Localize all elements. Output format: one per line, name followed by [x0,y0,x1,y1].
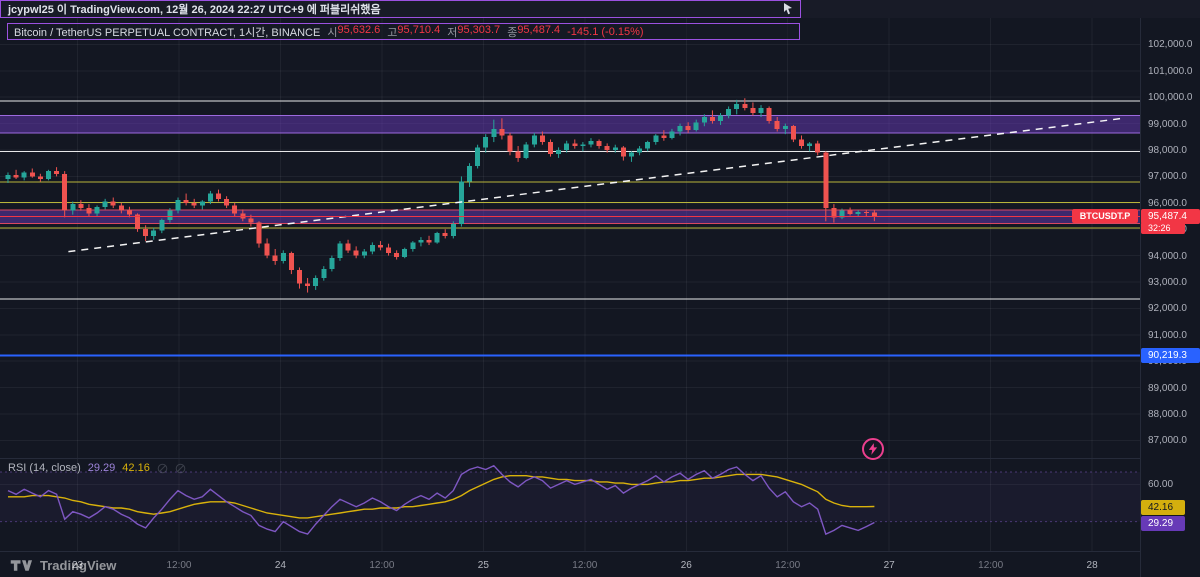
rsi-current-value: 29.29 [87,462,116,474]
rsi-legend[interactable]: RSI (14, close) 29.29 42.16 [8,462,186,474]
time-axis[interactable]: 23 12:00 24 12:00 25 12:00 26 12:00 27 12:00 28 [0,551,1140,577]
close-label: 종 [507,26,518,39]
rsi-plot [0,464,1140,536]
time-tick-label: 27 [883,560,895,571]
time-tick-label: 12:00 [775,560,801,571]
rsi-ma-value: 42.16 [122,462,150,474]
price-tick-label: 93,000.0 [1148,276,1187,288]
price-tick-label: 88,000.0 [1148,408,1187,420]
time-tick-label: 28 [1086,560,1098,571]
publish-notice: jcypwl25 이 TradingView.com, 12월 26, 2024… [0,0,801,18]
lightning-icon [868,443,878,455]
time-tick-label: 12:00 [978,560,1004,571]
candlestick-series [5,98,877,293]
price-tick-label: 96,000.0 [1148,197,1187,209]
time-tick-label: 12:00 [369,560,395,571]
cursor-icon [784,3,792,15]
high-label: 고 [387,26,398,39]
symbol-legend[interactable]: Bitcoin / TetherUS PERPETUAL CONTRACT, 1… [7,23,800,40]
price-axis[interactable]: 102,000.0 101,000.0 100,000.0 99,000.0 98,00… [1140,0,1200,577]
watermark-text: TradingView [40,558,117,573]
publish-text: jcypwl25 이 TradingView.com, 12월 26, 2024… [8,4,381,16]
grid-layer [0,18,1140,551]
symbol-price-badge: BTCUSDT.P [1072,209,1138,224]
time-tick-label: 12:00 [572,560,598,571]
publish-bar: jcypwl25 이 TradingView.com, 12월 26, 2024… [0,0,1200,18]
price-tick-label: 98,000.0 [1148,144,1187,156]
price-tick-label: 102,000.0 [1148,39,1193,51]
open-value: 95,632.6 [337,23,381,36]
more-icon[interactable] [175,463,186,474]
price-tick-label: 91,000.0 [1148,329,1187,341]
ohlc-high: 고 95,710.4 [387,24,440,40]
time-tick-label: 24 [274,560,286,571]
level-lines-layer [0,100,1140,357]
time-tick-label: 25 [477,560,489,571]
last-price-badge: 95,487.4 [1141,209,1200,225]
high-value: 95,710.4 [397,23,441,36]
boost-icon[interactable] [862,438,884,460]
price-tick-label: 97,000.0 [1148,171,1187,183]
change-value: -145.1 (-0.15%) [567,25,644,38]
low-value: 95,303.7 [457,23,501,36]
eye-icon[interactable] [157,463,168,474]
rsi-ma-badge: 42.16 [1141,499,1185,515]
price-tick-label: 89,000.0 [1148,382,1187,394]
price-tick-label: 100,000.0 [1148,92,1193,104]
ohlc-low: 저 95,303.7 [447,24,500,40]
rsi-value-badge: 29.29 [1141,515,1185,531]
price-tick-label: 92,000.0 [1148,303,1187,315]
time-tick-label: 23 [71,560,84,571]
low-label: 저 [447,26,458,39]
ohlc-open: 시 95,632.6 [327,24,380,40]
tradingview-watermark[interactable]: TradingView [10,558,116,573]
trendline [68,117,1123,253]
tradingview-logo-icon [10,560,33,571]
price-tick-label: 87,000.0 [1148,435,1187,447]
blue-price-badge: 90,219.3 [1141,348,1200,364]
close-value: 95,487.4 [517,23,561,36]
symbol-title: Bitcoin / TetherUS PERPETUAL CONTRACT, 1… [14,26,321,39]
time-tick-label: 12:00 [166,560,192,571]
rsi-gridline-label: 60.00 [1148,479,1174,491]
price-tick-label: 101,000.0 [1148,65,1193,77]
time-tick-label: 26 [680,560,692,571]
price-tick-label: 99,000.0 [1148,118,1187,130]
open-label: 시 [327,26,338,39]
price-tick-label: 94,000.0 [1148,250,1187,262]
countdown-badge: 32:26 [1141,222,1185,235]
rsi-indicator-title: RSI (14, close) [8,462,81,474]
ohlc-close: 종 95,487.4 [507,24,560,40]
